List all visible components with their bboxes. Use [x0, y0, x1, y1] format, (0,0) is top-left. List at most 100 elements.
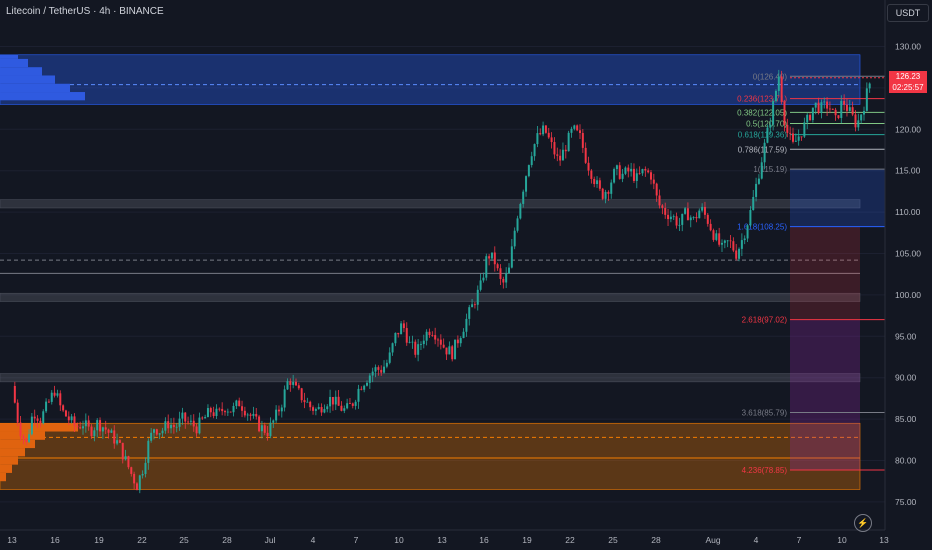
candle-body	[201, 417, 204, 419]
x-tick-label: 4	[311, 535, 316, 545]
candle-body	[439, 339, 442, 345]
candle-body	[317, 407, 320, 410]
candle-body	[684, 208, 687, 214]
candle-body	[110, 430, 113, 433]
candle-body	[553, 142, 556, 155]
candle-body	[451, 346, 454, 360]
candle-body	[45, 401, 48, 412]
candle-body	[275, 409, 278, 421]
volume-profile-bar	[0, 464, 12, 473]
candle-body	[269, 422, 272, 437]
candle-body	[630, 168, 633, 172]
candle-body	[698, 210, 701, 219]
candle-body	[766, 127, 769, 143]
volume-profile-bar	[0, 448, 25, 457]
candle-body	[601, 188, 604, 199]
x-tick-label: 13	[7, 535, 17, 545]
candle-body	[598, 180, 601, 189]
candle-body	[573, 125, 576, 129]
candle-body	[366, 382, 368, 386]
candle-body	[39, 420, 42, 424]
candle-body	[300, 388, 303, 401]
candle-body	[408, 341, 411, 343]
candle-body	[820, 102, 823, 113]
lightning-icon[interactable]: ⚡	[854, 514, 872, 532]
candle-body	[686, 208, 689, 221]
fib-level-label: 2.618(97.02)	[742, 316, 788, 325]
candle-body	[371, 371, 374, 376]
candle-body	[845, 104, 848, 111]
y-tick-label: 120.00	[895, 124, 921, 134]
candle-body	[826, 101, 829, 109]
y-tick-label: 100.00	[895, 290, 921, 300]
projection-box	[790, 169, 885, 227]
candle-body	[204, 417, 207, 419]
x-tick-label: 19	[522, 535, 532, 545]
candle-body	[277, 409, 280, 412]
candle-body	[644, 168, 647, 171]
candle-body	[769, 124, 772, 128]
candle-body	[124, 456, 127, 460]
candle-body	[70, 416, 73, 421]
candle-body	[272, 420, 275, 423]
candle-body	[363, 385, 366, 390]
candle-body	[706, 214, 709, 224]
candle-body	[47, 401, 50, 403]
candle-body	[547, 132, 550, 138]
candle-body	[650, 172, 652, 180]
candle-body	[388, 352, 391, 363]
candle-body	[419, 344, 422, 345]
candle-body	[848, 107, 851, 111]
candle-body	[280, 407, 283, 412]
candle-body	[405, 328, 408, 343]
candle-body	[502, 278, 505, 283]
candle-body	[76, 425, 79, 428]
candle-body	[127, 456, 130, 468]
candle-body	[732, 241, 735, 251]
candle-body	[510, 246, 513, 268]
candle-body	[50, 392, 53, 402]
y-tick-label: 115.00	[895, 166, 921, 176]
candle-body	[448, 346, 451, 355]
candle-body	[59, 393, 62, 406]
candle-body	[823, 101, 826, 103]
fib-level-label: 0.382(122.05)	[737, 108, 787, 117]
volume-profile-bar	[0, 439, 35, 449]
candle-body	[828, 108, 831, 110]
candle-body	[809, 114, 812, 121]
candle-body	[354, 401, 357, 406]
candle-body	[326, 406, 329, 410]
candle-body	[527, 165, 530, 177]
candle-body	[763, 142, 766, 163]
candle-body	[337, 396, 340, 406]
candle-body	[391, 343, 394, 353]
candle-body	[42, 411, 45, 424]
volume-profile-bar	[0, 92, 85, 101]
candle-body	[346, 403, 349, 409]
candle-body	[96, 420, 99, 431]
candle-body	[99, 420, 102, 432]
candle-body	[485, 256, 488, 278]
zone-support	[0, 373, 861, 383]
candle-body	[153, 429, 155, 433]
candle-body	[783, 101, 786, 125]
candle-body	[33, 416, 36, 419]
candle-body	[604, 191, 607, 199]
fib-level-label: 0(126.40)	[753, 72, 788, 81]
zone-support	[0, 292, 861, 302]
candle-body	[772, 101, 775, 125]
currency-unit-button[interactable]: USDT	[887, 4, 929, 22]
candle-body	[840, 100, 843, 118]
volume-profile-bar	[0, 54, 18, 59]
candle-body	[144, 462, 147, 474]
candle-body	[496, 264, 499, 269]
candle-body	[613, 169, 616, 183]
candle-body	[533, 144, 536, 157]
candle-body	[746, 225, 749, 239]
fib-level-label: 0.236(123.71)	[737, 95, 787, 104]
candle-body	[652, 179, 655, 184]
candle-body	[794, 140, 797, 142]
candle-body	[570, 128, 573, 133]
candle-body	[28, 434, 31, 442]
